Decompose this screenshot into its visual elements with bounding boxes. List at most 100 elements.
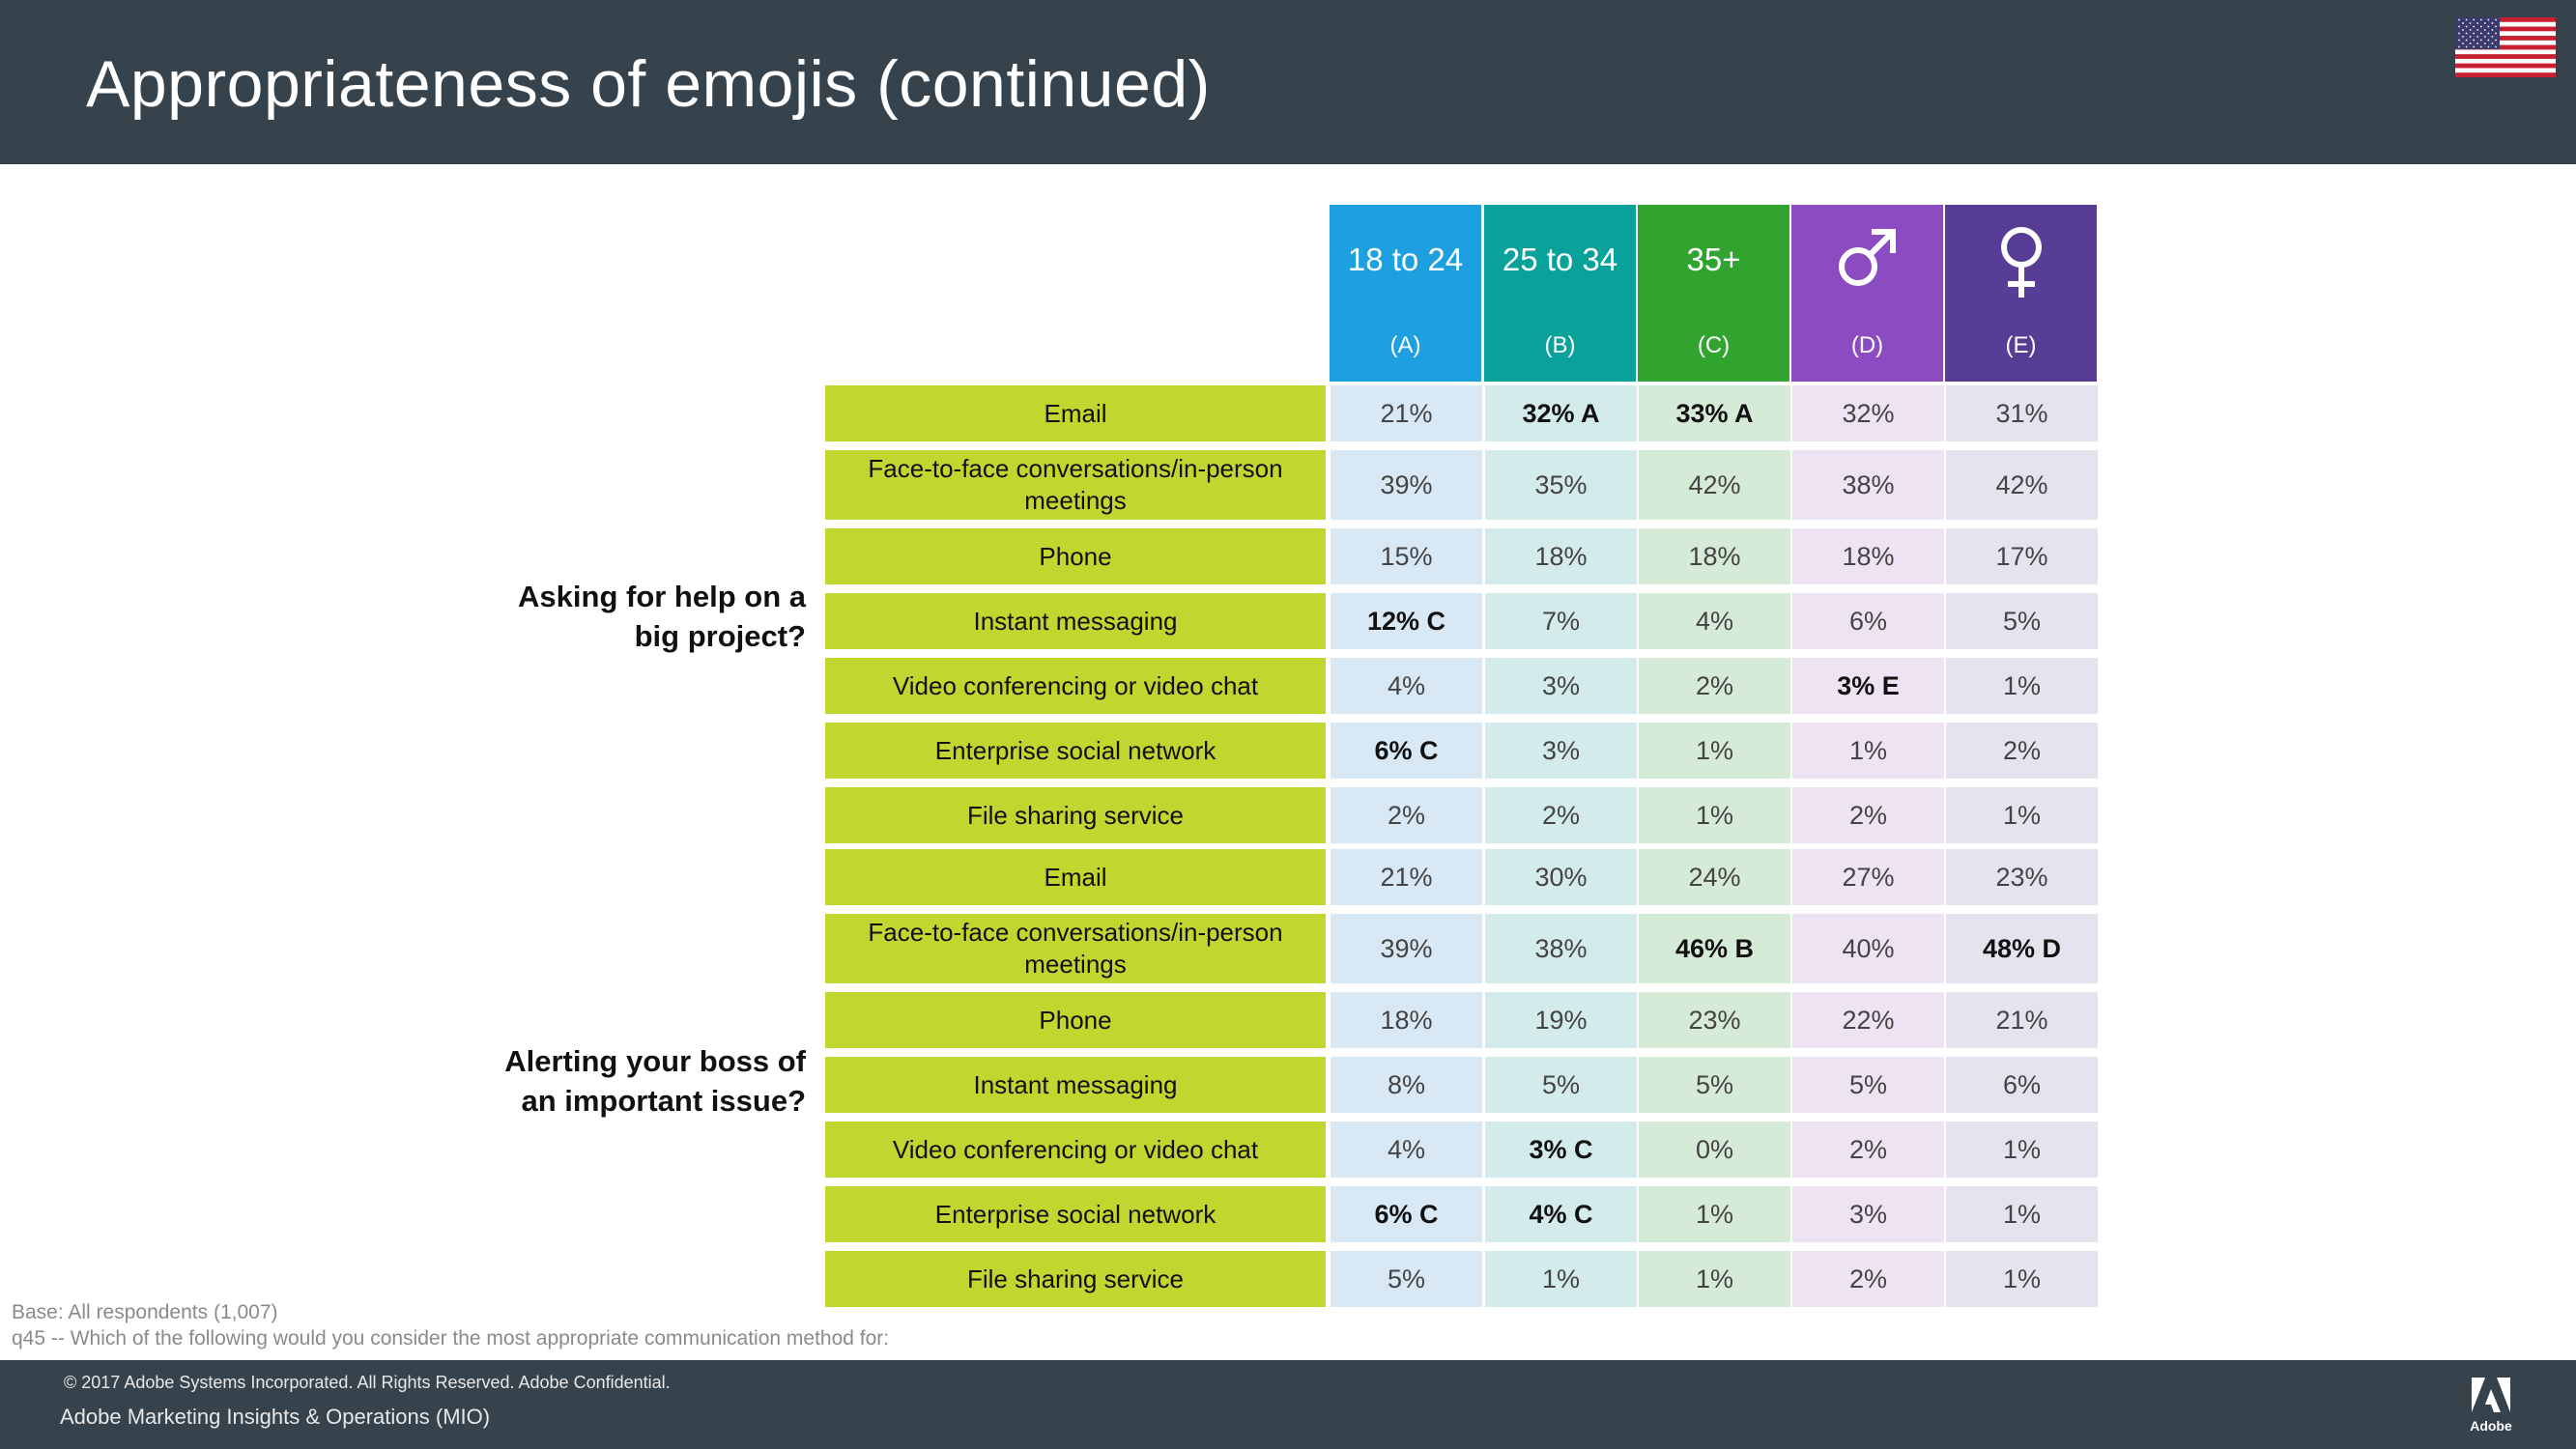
data-cell: 1% — [1639, 1186, 1790, 1242]
data-cell: 3% — [1485, 658, 1637, 714]
data-cell: 12% C — [1331, 593, 1482, 649]
data-cell: 21% — [1331, 385, 1482, 441]
data-cell: 23% — [1639, 992, 1790, 1048]
data-cell: 2% — [1485, 787, 1637, 843]
data-cell: 5% — [1946, 593, 2098, 649]
copyright: © 2017 Adobe Systems Incorporated. All R… — [64, 1373, 671, 1392]
data-cell: 1% — [1946, 787, 2098, 843]
data-cell: 24% — [1639, 849, 1790, 905]
row-label: Instant messaging — [825, 1057, 1326, 1113]
data-cell: 1% — [1946, 1122, 2098, 1178]
row-label: Instant messaging — [825, 593, 1326, 649]
data-cell: 0% — [1639, 1122, 1790, 1178]
data-cell: 7% — [1485, 593, 1637, 649]
data-cell: 1% — [1946, 1186, 2098, 1242]
data-cell: 39% — [1331, 450, 1482, 520]
data-cell: 38% — [1485, 914, 1637, 983]
page-title: Appropriateness of emojis (continued) — [86, 47, 1211, 121]
column-code: (D) — [1850, 332, 1884, 358]
data-cell: 4% — [1331, 1122, 1482, 1178]
column-label: 25 to 34 — [1502, 242, 1618, 277]
data-cell: 32% — [1792, 385, 1944, 441]
data-cell: 33% A — [1639, 385, 1790, 441]
row-label: Face-to-face conversations/in-person mee… — [825, 450, 1326, 520]
column-header: (E) — [1945, 205, 2097, 382]
data-cell: 22% — [1792, 992, 1944, 1048]
data-cell: 17% — [1946, 528, 2098, 584]
department-name: Adobe Marketing Insights & Operations (M… — [60, 1405, 491, 1429]
column-header: 35+ (C) — [1638, 205, 1789, 382]
data-cell: 19% — [1485, 992, 1637, 1048]
row-label: Email — [825, 385, 1326, 441]
data-cell: 6% C — [1331, 1186, 1482, 1242]
data-cell: 18% — [1792, 528, 1944, 584]
data-cell: 18% — [1331, 992, 1482, 1048]
female-symbol-icon — [2000, 227, 2042, 298]
question-line: Asking for help on a — [518, 580, 806, 613]
column-code: (C) — [1697, 332, 1731, 358]
row-label: Enterprise social network — [825, 723, 1326, 779]
column-code: (A) — [1389, 332, 1421, 358]
data-cell: 4% C — [1485, 1186, 1637, 1242]
data-cell: 1% — [1792, 723, 1944, 779]
data-cell: 2% — [1946, 723, 2098, 779]
data-cell: 21% — [1331, 849, 1482, 905]
data-cell: 3% C — [1485, 1122, 1637, 1178]
data-cell: 6% — [1792, 593, 1944, 649]
column-label: 18 to 24 — [1347, 242, 1464, 277]
adobe-logo-text: Adobe — [2470, 1418, 2512, 1434]
data-cell: 38% — [1792, 450, 1944, 520]
data-cell: 6% — [1946, 1057, 2098, 1113]
row-label: File sharing service — [825, 1251, 1326, 1307]
data-cell: 39% — [1331, 914, 1482, 983]
data-cell: 3% — [1792, 1186, 1944, 1242]
data-cell: 27% — [1792, 849, 1944, 905]
data-cell: 5% — [1485, 1057, 1637, 1113]
data-cell: 1% — [1485, 1251, 1637, 1307]
data-cell: 5% — [1792, 1057, 1944, 1113]
data-cell: 2% — [1792, 787, 1944, 843]
data-cell: 4% — [1639, 593, 1790, 649]
data-cell: 30% — [1485, 849, 1637, 905]
data-cell: 2% — [1639, 658, 1790, 714]
question-line: big project? — [634, 619, 806, 653]
data-cell: 1% — [1946, 1251, 2098, 1307]
data-cell: 32% A — [1485, 385, 1637, 441]
data-cell: 1% — [1639, 1251, 1790, 1307]
column-label: 35+ — [1686, 242, 1741, 277]
row-label: Phone — [825, 992, 1326, 1048]
row-label: Video conferencing or video chat — [825, 1122, 1326, 1178]
column-header: 25 to 34 (B) — [1484, 205, 1636, 382]
data-cell: 2% — [1792, 1122, 1944, 1178]
data-cell: 15% — [1331, 528, 1482, 584]
question-note: q45 -- Which of the following would you … — [12, 1327, 890, 1350]
question-label-help: Asking for help on a big project? — [487, 577, 806, 656]
question-label-boss: Alerting your boss of an important issue… — [487, 1041, 806, 1121]
row-label: Enterprise social network — [825, 1186, 1326, 1242]
data-cell: 42% — [1639, 450, 1790, 520]
data-cell: 2% — [1331, 787, 1482, 843]
question-line: Alerting your boss of — [504, 1044, 806, 1078]
question-line: an important issue? — [521, 1084, 806, 1118]
row-label: Face-to-face conversations/in-person mee… — [825, 914, 1326, 983]
column-header: 18 to 24 (A) — [1330, 205, 1481, 382]
base-note: Base: All respondents (1,007) — [12, 1301, 278, 1323]
data-cell: 46% B — [1639, 914, 1790, 983]
adobe-logo-icon: Adobe — [2468, 1378, 2514, 1435]
data-cell: 1% — [1639, 787, 1790, 843]
data-cell: 31% — [1946, 385, 2098, 441]
row-label: Email — [825, 849, 1326, 905]
footer: © 2017 Adobe Systems Incorporated. All R… — [0, 1360, 2576, 1449]
data-cell: 18% — [1485, 528, 1637, 584]
data-cell: 23% — [1946, 849, 2098, 905]
data-cell: 18% — [1639, 528, 1790, 584]
column-code: (B) — [1544, 332, 1576, 358]
data-cell: 35% — [1485, 450, 1637, 520]
data-cell: 3% — [1485, 723, 1637, 779]
column-code: (E) — [2005, 332, 2037, 358]
data-cell: 42% — [1946, 450, 2098, 520]
male-symbol-icon — [1838, 229, 1896, 286]
us-flag-icon — [2455, 17, 2556, 77]
data-cell: 21% — [1946, 992, 2098, 1048]
data-cell: 5% — [1331, 1251, 1482, 1307]
